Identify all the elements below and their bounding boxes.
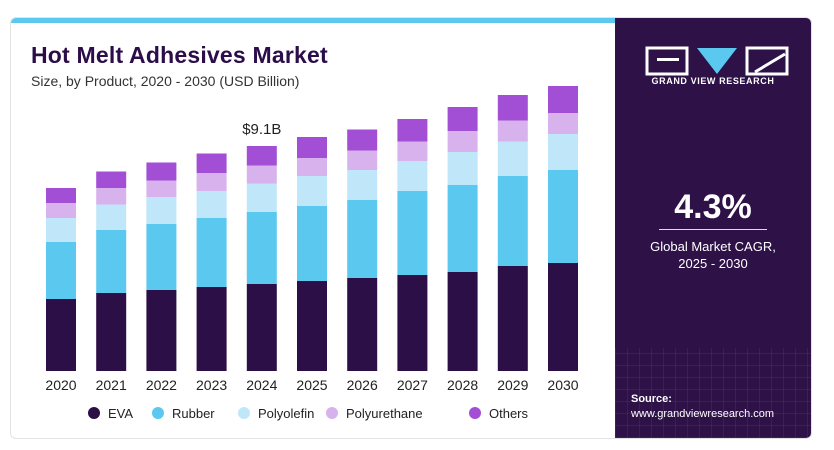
bar-others-2025 <box>297 137 327 158</box>
bar-others-2020 <box>46 188 76 203</box>
bar-eva-2023 <box>196 287 227 371</box>
sidebar-panel: GRAND VIEW RESEARCH 4.3% Global Market C… <box>615 18 811 438</box>
accent-bar <box>11 18 615 23</box>
bar-polyolefin-2023 <box>196 191 227 218</box>
x-tick-label: 2023 <box>196 377 227 393</box>
bar-rubber-2025 <box>297 206 327 281</box>
bar-rubber-2029 <box>497 176 528 266</box>
legend-swatch-others <box>469 407 481 419</box>
bar-polyurethane-2027 <box>397 141 428 161</box>
x-tick-label: 2025 <box>296 377 327 393</box>
grand-view-research-logo-icon <box>645 46 789 76</box>
x-tick-label: 2027 <box>397 377 428 393</box>
bar-polyurethane-2022 <box>146 180 177 197</box>
bar-rubber-2026 <box>347 200 378 278</box>
bar-rubber-2027 <box>397 191 428 275</box>
source-url[interactable]: www.grandviewresearch.com <box>631 408 775 420</box>
legend-label-polyurethane: Polyurethane <box>346 406 423 421</box>
legend-swatch-polyolefin <box>238 407 250 419</box>
bar-others-2029 <box>497 95 528 121</box>
x-tick-label: 2024 <box>246 377 277 393</box>
bar-eva-2027 <box>397 275 428 371</box>
cagr-label-line1: Global Market CAGR, <box>650 239 776 254</box>
x-tick-label: 2026 <box>347 377 378 393</box>
chart-subtitle: Size, by Product, 2020 - 2030 (USD Billi… <box>31 73 300 89</box>
bar-rubber-2023 <box>196 218 227 287</box>
bar-others-2026 <box>347 129 378 151</box>
bar-polyolefin-2030 <box>548 134 578 170</box>
bar-eva-2024 <box>246 284 277 371</box>
legend-label-polyolefin: Polyolefin <box>258 406 314 421</box>
legend-swatch-rubber <box>152 407 164 419</box>
legend-label-eva: EVA <box>108 406 133 421</box>
bar-polyurethane-2021 <box>96 188 127 205</box>
bar-eva-2030 <box>548 263 578 371</box>
chart-card: Hot Melt Adhesives Market Size, by Produ… <box>10 17 812 439</box>
bar-rubber-2021 <box>96 230 127 293</box>
bar-rubber-2022 <box>146 224 177 290</box>
x-tick-label: 2029 <box>497 377 528 393</box>
bar-others-2023 <box>196 153 227 173</box>
bar-polyurethane-2028 <box>447 131 478 152</box>
bar-polyolefin-2022 <box>146 197 177 224</box>
bar-rubber-2024 <box>246 212 277 284</box>
bar-polyolefin-2020 <box>46 218 76 242</box>
cagr-value: 4.3% <box>674 188 752 226</box>
bar-polyurethane-2024 <box>246 165 277 184</box>
legend-swatch-polyurethane <box>326 407 338 419</box>
bar-others-2027 <box>397 119 428 142</box>
cagr-divider <box>659 229 767 230</box>
cagr-label: Global Market CAGR, 2025 - 2030 <box>625 238 801 272</box>
bar-polyolefin-2024 <box>246 183 277 212</box>
bar-polyolefin-2029 <box>497 141 528 176</box>
bar-polyolefin-2026 <box>347 170 378 200</box>
bar-polyurethane-2026 <box>347 150 378 170</box>
value-annotation: $9.1B <box>242 121 281 138</box>
bar-polyolefin-2027 <box>397 161 428 191</box>
bar-polyolefin-2025 <box>297 176 327 206</box>
bar-polyolefin-2028 <box>447 152 478 185</box>
bar-rubber-2028 <box>447 185 478 272</box>
x-tick-label: 2022 <box>146 377 177 393</box>
source-label: Source: <box>631 393 672 405</box>
bar-others-2021 <box>96 171 127 188</box>
bar-polyurethane-2020 <box>46 203 76 218</box>
brand-name: GRAND VIEW RESEARCH <box>651 76 775 86</box>
bar-others-2028 <box>447 107 478 131</box>
x-tick-label: 2030 <box>547 377 578 393</box>
bar-polyurethane-2030 <box>548 113 578 134</box>
bar-eva-2021 <box>96 293 127 371</box>
bar-eva-2028 <box>447 272 478 371</box>
bar-others-2024 <box>246 146 277 166</box>
legend-label-rubber: Rubber <box>172 406 215 421</box>
bar-rubber-2030 <box>548 170 578 263</box>
cagr-label-line2: 2025 - 2030 <box>678 256 748 271</box>
bar-polyolefin-2021 <box>96 204 127 230</box>
decorative-grid <box>615 348 811 438</box>
bar-others-2030 <box>548 86 578 113</box>
bar-eva-2026 <box>347 278 378 371</box>
bar-eva-2029 <box>497 266 528 371</box>
bar-rubber-2020 <box>46 242 76 299</box>
x-tick-label: 2021 <box>96 377 127 393</box>
bar-eva-2025 <box>297 281 327 371</box>
chart-title: Hot Melt Adhesives Market <box>31 42 328 68</box>
legend-label-others: Others <box>489 406 529 421</box>
bar-polyurethane-2025 <box>297 158 327 176</box>
bar-polyurethane-2023 <box>196 173 227 191</box>
bar-eva-2022 <box>146 290 177 371</box>
bar-others-2022 <box>146 162 177 181</box>
stacked-bar-chart: 2020 2021 2022 2023 2024 $9.1B 2025 2026 2027 202… <box>45 86 579 421</box>
x-tick-label: 2028 <box>447 377 478 393</box>
bar-polyurethane-2029 <box>497 120 528 142</box>
bar-eva-2020 <box>46 299 76 371</box>
x-tick-label: 2020 <box>45 377 76 393</box>
legend-swatch-eva <box>88 407 100 419</box>
